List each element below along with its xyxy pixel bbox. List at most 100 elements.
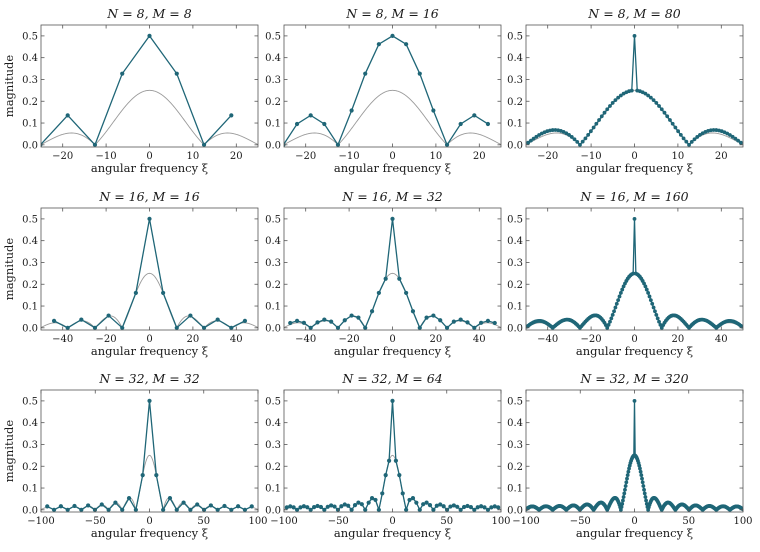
data-point bbox=[472, 113, 477, 118]
y-tick-label: 0.0 bbox=[22, 140, 38, 151]
data-point bbox=[728, 133, 732, 137]
y-tick-label: 0.1 bbox=[507, 302, 523, 313]
data-point bbox=[298, 505, 303, 510]
data-point bbox=[492, 504, 497, 509]
data-point bbox=[695, 135, 700, 139]
x-tick-label: 100 bbox=[491, 516, 510, 527]
y-tick-label: 0.0 bbox=[507, 323, 523, 334]
data-point bbox=[284, 505, 289, 510]
data-point bbox=[617, 294, 622, 299]
data-point bbox=[616, 95, 621, 100]
data-point bbox=[528, 138, 533, 143]
data-point bbox=[594, 121, 599, 126]
x-tick-label: 20 bbox=[430, 334, 443, 345]
data-point bbox=[575, 140, 580, 144]
data-point bbox=[642, 491, 647, 496]
subplot-title: N = 16, M = 16 bbox=[98, 189, 199, 204]
x-tick-label: −20 bbox=[295, 151, 316, 162]
data-point bbox=[637, 463, 642, 468]
data-point bbox=[627, 466, 631, 471]
data-point bbox=[567, 133, 571, 137]
data-point bbox=[441, 504, 446, 509]
continuous-curve bbox=[284, 454, 501, 511]
y-tick-label: 0.0 bbox=[265, 505, 281, 516]
data-point bbox=[188, 313, 193, 318]
data-point bbox=[668, 118, 672, 122]
data-point bbox=[655, 316, 660, 321]
data-point bbox=[400, 491, 405, 496]
data-point bbox=[45, 504, 50, 509]
x-axis-label: angular frequency ξ bbox=[91, 526, 208, 540]
data-point bbox=[434, 503, 439, 508]
subplot-title: N = 8, M = 80 bbox=[587, 6, 680, 21]
y-tick-label: 0.4 bbox=[22, 53, 38, 64]
data-point bbox=[133, 290, 138, 296]
data-point bbox=[120, 507, 125, 512]
data-point bbox=[613, 305, 618, 310]
data-point bbox=[325, 504, 330, 509]
data-point bbox=[657, 319, 661, 324]
data-point bbox=[485, 318, 491, 323]
x-tick-label: 40 bbox=[230, 334, 243, 345]
data-point bbox=[605, 107, 610, 112]
x-tick-label: −100 bbox=[270, 516, 297, 527]
continuous-curve bbox=[41, 454, 258, 511]
data-point bbox=[315, 503, 320, 509]
data-point bbox=[678, 132, 683, 137]
subplot-2: 0.0 0.1 0.2 0.3 0.4 0.5 −20 −10 0 10 20 N = 8, M = … bbox=[265, 6, 502, 175]
data-point bbox=[79, 317, 84, 322]
data-point bbox=[376, 42, 381, 47]
x-axis-label: angular frequency ξ bbox=[91, 161, 208, 175]
data-point bbox=[424, 315, 429, 320]
data-point bbox=[65, 507, 70, 512]
x-tick-label: −50 bbox=[328, 516, 349, 527]
y-tick-label: 0.4 bbox=[22, 418, 38, 429]
y-tick-label: 0.2 bbox=[265, 97, 281, 108]
data-point bbox=[531, 136, 536, 141]
x-tick-label: 100 bbox=[733, 516, 752, 527]
data-point bbox=[626, 469, 631, 474]
data-point bbox=[623, 487, 627, 492]
data-point bbox=[147, 33, 152, 38]
data-point bbox=[335, 142, 341, 147]
data-point bbox=[646, 93, 651, 98]
data-point bbox=[475, 505, 480, 510]
y-tick-label: 0.0 bbox=[265, 323, 281, 334]
data-point bbox=[342, 502, 347, 507]
x-axis-label: angular frequency ξ bbox=[576, 161, 693, 175]
data-point bbox=[106, 313, 111, 318]
x-tick-label: −10 bbox=[339, 151, 360, 162]
data-point bbox=[329, 503, 334, 508]
data-point bbox=[605, 325, 610, 330]
y-tick-label: 0.1 bbox=[22, 484, 38, 495]
y-tick-label: 0.2 bbox=[22, 462, 38, 473]
data-point bbox=[308, 325, 313, 330]
data-point bbox=[242, 507, 248, 512]
data-point bbox=[383, 472, 388, 478]
data-point bbox=[424, 500, 429, 505]
axes-frame bbox=[40, 207, 259, 331]
subplot-8: 0.0 0.1 0.2 0.3 0.4 0.5 −100 −50 0 50 100 N = 32, M… bbox=[265, 371, 510, 540]
data-point bbox=[195, 502, 200, 507]
x-tick-label: 20 bbox=[672, 334, 685, 345]
data-point bbox=[305, 505, 310, 510]
data-point bbox=[86, 503, 91, 508]
data-point bbox=[465, 320, 470, 325]
data-point bbox=[612, 309, 616, 314]
data-point bbox=[621, 498, 625, 503]
data-point bbox=[654, 312, 659, 317]
data-point bbox=[322, 121, 327, 127]
y-tick-label: 0.2 bbox=[22, 280, 38, 291]
data-point bbox=[711, 128, 716, 132]
y-tick-label: 0.3 bbox=[507, 440, 523, 451]
data-point bbox=[639, 473, 644, 477]
data-point bbox=[730, 134, 735, 139]
data-point bbox=[72, 503, 77, 509]
data-point bbox=[349, 313, 354, 318]
data-point bbox=[676, 129, 681, 134]
x-tick-label: −50 bbox=[570, 516, 591, 527]
data-point bbox=[468, 505, 473, 510]
data-point bbox=[444, 142, 450, 147]
data-point bbox=[610, 101, 615, 105]
data-point bbox=[376, 507, 381, 512]
